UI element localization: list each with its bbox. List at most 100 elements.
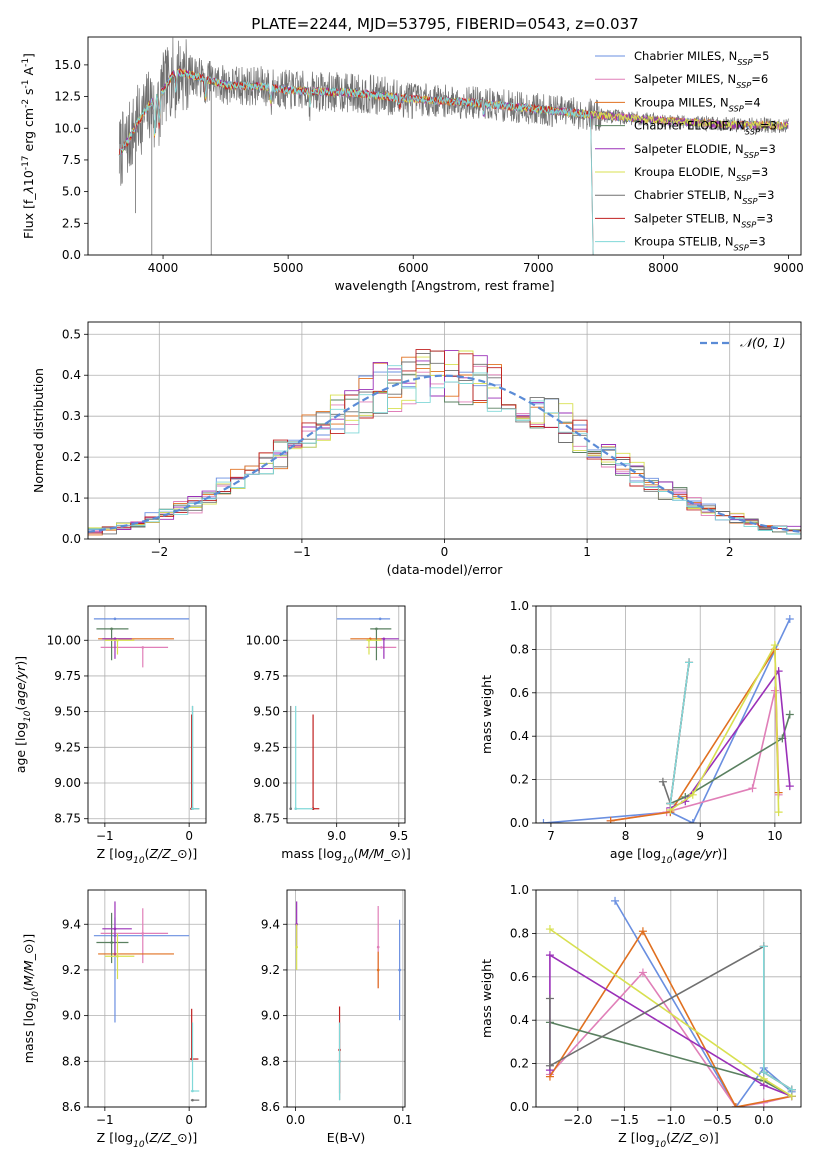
text-segment: )] <box>13 656 28 666</box>
plus-marker <box>638 968 647 977</box>
plus-marker <box>545 951 554 960</box>
x-tick-label: 5000 <box>273 261 304 275</box>
x-tick-label: 9.5 <box>389 829 408 843</box>
data-point <box>116 638 119 642</box>
mass_vs_EBV-xlabel: E(B-V) <box>327 1130 366 1145</box>
weight-series-line <box>614 900 793 1107</box>
text-segment: 10 <box>342 856 354 866</box>
x-tick-label: −0.5 <box>703 1113 732 1127</box>
plus-marker <box>785 615 794 624</box>
y-tick-label: 10.00 <box>47 633 81 647</box>
y-tick-label: 0.2 <box>62 450 81 464</box>
text-segment: -17 <box>21 155 31 170</box>
y-tick-label: 0.4 <box>62 368 81 382</box>
histogram-step <box>88 365 801 538</box>
mass_vs_EBV-errorbars <box>295 901 401 1101</box>
x-tick-label: −1.0 <box>656 1113 685 1127</box>
age_vs_Z-errorbars <box>93 617 200 811</box>
text-segment: Chabrier MILES, N <box>634 49 737 63</box>
text-segment: mass weight <box>479 675 494 754</box>
y-tick-label: 0.6 <box>510 686 529 700</box>
residuals-ylabel: Normed distribution <box>31 368 46 493</box>
text-segment: Z/Z_⊙ <box>148 1130 187 1145</box>
weight_vs_age-frame <box>535 605 802 824</box>
text-segment: M/M_⊙ <box>358 846 401 861</box>
text-segment: )] <box>717 846 727 861</box>
y-tick-label: 0.4 <box>510 1013 529 1027</box>
y-tick-label: 0.2 <box>510 773 529 787</box>
data-point <box>113 637 117 641</box>
data-point <box>116 954 119 958</box>
age_vs_Z-ylabel: age [log10(age/yr)] <box>13 656 33 773</box>
data-point <box>338 1060 341 1063</box>
plus-marker <box>658 777 667 786</box>
weight_vs_Z-xlabel: Z [log10(Z/Z_⊙)] <box>618 1130 719 1150</box>
age_vs_Z-frame <box>87 605 207 824</box>
text-segment: )] <box>188 846 198 861</box>
text-segment: Salpeter STELIB, N <box>634 211 741 225</box>
plus-marker <box>785 782 794 791</box>
text-segment: (data-model)/error <box>387 562 504 577</box>
residuals-frame <box>87 321 802 540</box>
gaussian-legend-label: 𝒩(0, 1) <box>740 335 786 350</box>
data-point <box>113 927 117 931</box>
residuals-xlabel: (data-model)/error <box>387 562 504 577</box>
mass_vs_Z-frame <box>87 889 207 1108</box>
text-segment: s <box>21 88 36 99</box>
text-segment: Z/Z_⊙ <box>670 1130 709 1145</box>
text-segment: _λ <box>21 186 36 201</box>
text-segment: SSP <box>737 57 752 67</box>
y-tick-label: 9.50 <box>54 705 81 719</box>
text-segment: )] <box>709 1130 719 1145</box>
mass_vs_Z-errorbars <box>93 901 200 1102</box>
text-segment: ( <box>354 846 359 861</box>
data-point <box>191 1098 194 1102</box>
text-segment: -1 <box>21 79 31 88</box>
plus-marker <box>759 1068 768 1077</box>
data-point <box>141 932 145 935</box>
plus-marker <box>638 927 647 936</box>
plus-marker <box>770 686 779 695</box>
age_vs_mass-errorbars <box>289 617 399 811</box>
model-spectrum-line <box>119 70 594 255</box>
text-segment: age/yr <box>13 665 28 706</box>
y-tick-label: 0.0 <box>510 816 529 830</box>
y-tick-label: 9.75 <box>253 669 280 683</box>
data-point <box>191 1089 194 1093</box>
gaussian-curve <box>88 374 801 533</box>
text-segment: age [log <box>13 722 28 773</box>
data-point <box>113 617 117 621</box>
x-tick-label: 4000 <box>148 261 179 275</box>
text-segment: SSP <box>736 80 751 90</box>
data-point <box>110 941 113 944</box>
text-segment: age/yr <box>677 846 718 861</box>
text-segment: SSP <box>736 173 751 183</box>
y-tick-label: 12.5 <box>54 90 81 104</box>
x-tick-label: 0.1 <box>393 1113 412 1127</box>
legend-label: Salpeter MILES, NSSP=6 <box>634 72 768 90</box>
text-segment: =4 <box>744 95 761 109</box>
plus-marker <box>539 819 548 823</box>
x-tick-label: 6000 <box>398 261 429 275</box>
text-segment: SSP <box>729 103 744 113</box>
y-tick-label: 0.1 <box>62 491 81 505</box>
y-tick-label: 9.4 <box>261 917 280 931</box>
text-segment: Salpeter MILES, N <box>634 72 736 86</box>
data-point <box>376 968 380 972</box>
mass_vs_Z-ylabel: mass [log10(M/M_⊙)] <box>21 934 41 1063</box>
text-segment: 𝒩(0, 1) <box>740 335 786 350</box>
model-spectrum-line <box>118 68 789 156</box>
plus-marker <box>688 790 697 799</box>
y-tick-label: 8.6 <box>62 1100 81 1114</box>
weight-series-line <box>543 618 791 823</box>
y-tick-label: 9.0 <box>62 1009 81 1023</box>
legend-label: Salpeter STELIB, NSSP=3 <box>634 211 773 229</box>
y-tick-label: 9.4 <box>62 917 81 931</box>
text-segment: ( <box>13 706 28 711</box>
y-tick-label: 7.5 <box>62 153 81 167</box>
text-segment: ( <box>672 846 677 861</box>
y-tick-label: 9.50 <box>253 705 280 719</box>
y-tick-label: 15.0 <box>54 58 81 72</box>
